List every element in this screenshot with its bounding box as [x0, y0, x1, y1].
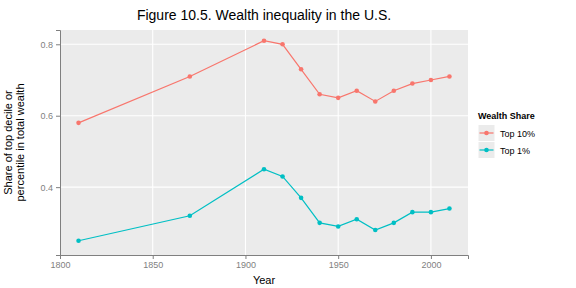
- y-axis-line: [56, 31, 61, 256]
- series-point: [354, 217, 359, 222]
- x-tick-label: 2000: [421, 260, 441, 270]
- x-tick: 1800: [50, 255, 70, 270]
- grid-line-x: [338, 30, 339, 255]
- x-tick-mark: [245, 255, 246, 259]
- series-point: [336, 224, 341, 229]
- series-point: [280, 174, 285, 179]
- chart-svg: 1800 1850 1900 1950 2000 0.4 0.6 0.8 Figure 10.5…: [0, 0, 576, 288]
- y-tick: 0.8: [40, 40, 60, 50]
- legend-label: Top 10%: [500, 129, 535, 139]
- x-axis-title: Year: [253, 274, 276, 286]
- series-point: [392, 88, 397, 93]
- series-point: [188, 74, 193, 79]
- series-point: [373, 228, 378, 233]
- y-tick-label: 0.6: [40, 111, 53, 121]
- grid-line-y: [60, 44, 468, 45]
- series-point: [336, 96, 341, 101]
- legend-key: [478, 142, 495, 159]
- series-point: [188, 213, 193, 218]
- series-point: [262, 38, 267, 43]
- grid-line-x: [245, 30, 246, 255]
- series-point: [299, 67, 304, 72]
- x-tick-label: 1800: [50, 260, 70, 270]
- chart-container: 1800 1850 1900 1950 2000 0.4 0.6 0.8 Figure 10.5…: [0, 0, 576, 288]
- legend-title: Wealth Share: [478, 111, 535, 121]
- series-point: [447, 74, 452, 79]
- y-tick-label: 0.4: [40, 183, 53, 193]
- series-line: [79, 169, 450, 240]
- grid-line-y: [60, 115, 468, 116]
- x-tick-mark: [431, 255, 432, 259]
- panel-background: [60, 30, 468, 255]
- legend-key: [478, 125, 495, 142]
- marks: [76, 38, 452, 243]
- y-tick: 0.6: [40, 111, 60, 121]
- series-point: [317, 92, 322, 97]
- series-point: [429, 78, 434, 83]
- y-tick-mark: [56, 44, 60, 45]
- series-point: [262, 167, 267, 172]
- y-tick-mark: [56, 116, 60, 117]
- x-tick: 2000: [421, 255, 441, 270]
- x-tick-mark: [338, 255, 339, 259]
- x-axis-line: [61, 256, 469, 260]
- y-tick: 0.4: [40, 183, 60, 193]
- series-point: [410, 210, 415, 215]
- x-tick-label: 1900: [236, 260, 256, 270]
- x-tick-label: 1950: [329, 260, 349, 270]
- x-tick-label: 1850: [143, 260, 163, 270]
- y-tick-label: 0.8: [40, 40, 53, 50]
- series-point: [280, 42, 285, 47]
- x-tick: 1850: [143, 255, 163, 270]
- series-point: [299, 196, 304, 201]
- y-axis: 0.4 0.6 0.8: [40, 31, 60, 256]
- legend: Wealth Share Top 10% Top 1%: [478, 111, 535, 159]
- legend-item: Top 1%: [478, 142, 530, 159]
- y-tick-mark: [56, 187, 60, 188]
- x-tick: 1900: [236, 255, 256, 270]
- series-point: [373, 99, 378, 104]
- x-tick-mark: [153, 255, 154, 259]
- legend-label: Top 1%: [500, 146, 530, 156]
- grid-line-y: [60, 187, 468, 188]
- series-point: [447, 206, 452, 211]
- y-axis-title: Share of top decile orpercentile in tota…: [2, 83, 26, 201]
- grid-line-x: [430, 30, 431, 255]
- grid-line-x: [152, 30, 153, 255]
- legend-key-point: [484, 148, 489, 153]
- series-point: [410, 81, 415, 86]
- series-point: [317, 221, 322, 226]
- legend-item: Top 10%: [478, 125, 535, 142]
- series-point: [392, 221, 397, 226]
- series-point: [354, 88, 359, 93]
- chart-title: Figure 10.5. Wealth inequality in the U.…: [137, 7, 391, 23]
- series-point: [76, 121, 81, 126]
- plot-area: 1800 1850 1900 1950 2000 0.4 0.6 0.8: [40, 30, 468, 270]
- series-point: [429, 210, 434, 215]
- x-tick: 1950: [329, 255, 349, 270]
- legend-key-point: [484, 131, 489, 136]
- x-axis: 1800 1850 1900 1950 2000: [50, 255, 468, 270]
- series-line: [79, 41, 450, 123]
- series-point: [76, 238, 81, 243]
